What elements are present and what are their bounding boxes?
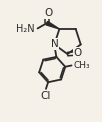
Text: N: N [51, 39, 58, 49]
Text: H₂N: H₂N [16, 24, 35, 34]
Text: Cl: Cl [41, 91, 51, 101]
Text: O: O [44, 8, 53, 18]
Text: O: O [73, 48, 82, 58]
Text: CH₃: CH₃ [74, 61, 90, 70]
Polygon shape [46, 21, 59, 29]
